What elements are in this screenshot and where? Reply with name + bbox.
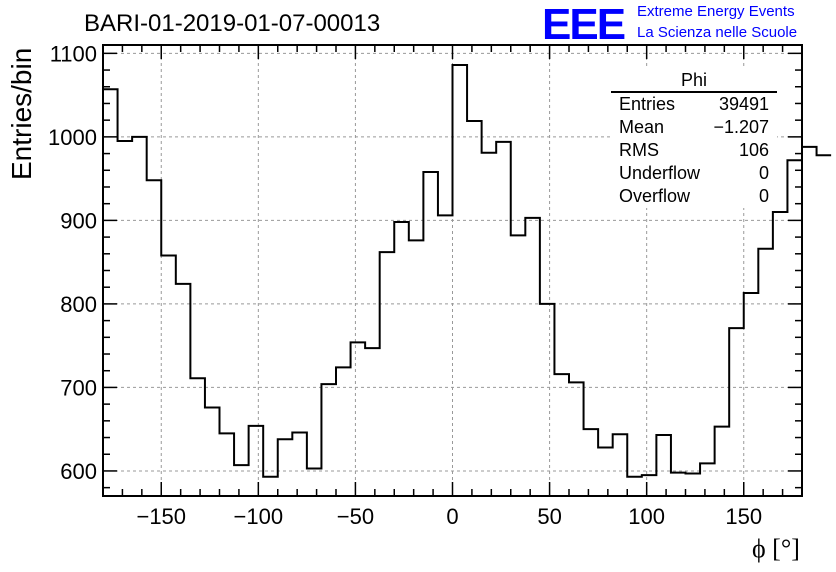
logo-text-line1: Extreme Energy Events (637, 3, 795, 20)
stats-value-mean: −1.207 (713, 117, 769, 137)
stats-label-overflow: Overflow (619, 186, 691, 206)
x-tick-label: 150 (725, 504, 762, 529)
y-tick-label: 600 (60, 459, 97, 484)
x-tick-label: −50 (337, 504, 374, 529)
histogram-series (103, 64, 832, 478)
x-tick-label: −100 (234, 504, 284, 529)
stats-value-overflow: 0 (758, 186, 769, 206)
logo-text-line2: La Scienza nelle Scuole (637, 24, 798, 41)
y-tick-label: 900 (60, 208, 97, 233)
x-tick-label: 0 (446, 504, 458, 529)
y-tick-label: 700 (60, 375, 97, 400)
x-tick-label: 100 (628, 504, 665, 529)
x-tick-labels: −150 −100 −50 0 50 100 150 (136, 504, 762, 529)
y-tick-label: 1100 (50, 41, 97, 66)
stats-box: Phi Entries 39491 Mean −1.207 RMS 106 Un… (611, 68, 777, 208)
y-tick-label: 800 (60, 292, 97, 317)
y-tick-labels: 600 700 800 900 1000 1100 (48, 41, 97, 484)
y-axis-label: Entries/bin (6, 47, 37, 180)
axis-ticks (102, 45, 803, 496)
stats-label-underflow: Underflow (619, 163, 701, 183)
stats-value-underflow: 0 (758, 163, 769, 183)
stats-value-rms: 106 (738, 140, 769, 160)
x-tick-label: 50 (537, 504, 561, 529)
y-tick-label: 1000 (48, 125, 97, 150)
stats-box-divider (611, 91, 777, 93)
plot-title: BARI-01-2019-01-07-00013 (84, 10, 381, 37)
stats-label-mean: Mean (619, 117, 665, 137)
eee-logo: EEE (542, 0, 626, 49)
x-tick-label: −150 (136, 504, 186, 529)
stats-label-entries: Entries (619, 94, 676, 114)
stats-box-title: Phi (680, 70, 707, 90)
stats-label-rms: RMS (619, 140, 659, 160)
stats-value-entries: 39491 (718, 94, 769, 114)
x-axis-label: ϕ [°] (752, 534, 800, 563)
